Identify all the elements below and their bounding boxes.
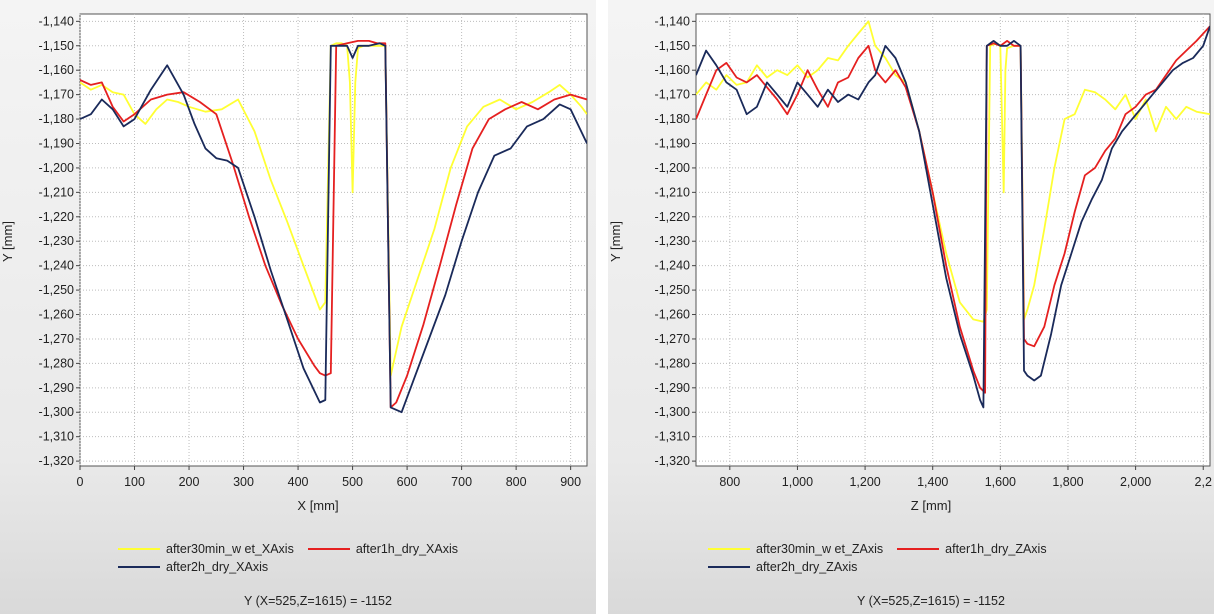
y-tick-label: -1,270 bbox=[655, 332, 690, 346]
legend-entry-navy: after2h_dry_XAxis bbox=[118, 560, 268, 574]
y-tick-label: -1,260 bbox=[39, 308, 74, 322]
y-tick-label: -1,230 bbox=[655, 234, 690, 248]
x-axis-title: Z [mm] bbox=[910, 498, 952, 513]
y-tick-label: -1,320 bbox=[655, 454, 690, 468]
y-tick-label: -1,300 bbox=[39, 405, 74, 419]
x-tick-label: 200 bbox=[179, 475, 200, 489]
y-tick-label: -1,200 bbox=[39, 161, 74, 175]
x-tick-label: 900 bbox=[560, 475, 581, 489]
x-tick-label: 1,600 bbox=[985, 475, 1016, 489]
x-tick-label: 700 bbox=[451, 475, 472, 489]
y-axis-title: Y [mm] bbox=[608, 221, 623, 262]
y-tick-label: -1,310 bbox=[655, 430, 690, 444]
x-tick-label: 1,800 bbox=[1052, 475, 1083, 489]
legend-entry-yellow: after30min_w et_XAxis bbox=[118, 542, 294, 556]
y-tick-label: -1,250 bbox=[655, 283, 690, 297]
legend-swatch bbox=[118, 566, 160, 568]
y-tick-label: -1,190 bbox=[655, 136, 690, 150]
x-tick-label: 0 bbox=[77, 475, 84, 489]
legend-label: after30min_w et_XAxis bbox=[166, 542, 294, 556]
x-tick-label: 1,400 bbox=[917, 475, 948, 489]
cursor-readout: Y (X=525,Z=1615) = -1152 bbox=[244, 594, 392, 608]
y-tick-label: -1,160 bbox=[39, 63, 74, 77]
y-tick-label: -1,240 bbox=[655, 259, 690, 273]
x-tick-label: 2,000 bbox=[1120, 475, 1151, 489]
y-tick-label: -1,140 bbox=[655, 14, 690, 28]
y-tick-label: -1,290 bbox=[39, 381, 74, 395]
y-tick-label: -1,170 bbox=[39, 88, 74, 102]
legend-entry-red: after1h_dry_XAxis bbox=[307, 542, 458, 556]
y-tick-label: -1,170 bbox=[655, 88, 690, 102]
series-line bbox=[80, 42, 587, 414]
x-tick-label: 400 bbox=[288, 475, 309, 489]
x-tick-label: 100 bbox=[124, 475, 145, 489]
x-tick-label: 1,000 bbox=[782, 475, 813, 489]
y-tick-label: -1,220 bbox=[655, 210, 690, 224]
x-tick-label: 600 bbox=[397, 475, 418, 489]
legend-entry-navy: after2h_dry_ZAxis bbox=[708, 560, 857, 574]
series-line bbox=[696, 25, 1210, 394]
x-tick-label: 1,200 bbox=[849, 475, 880, 489]
y-tick-label: -1,150 bbox=[39, 39, 74, 53]
y-tick-label: -1,180 bbox=[655, 112, 690, 126]
legend-label: after1h_dry_XAxis bbox=[355, 542, 458, 556]
legend-label: after2h_dry_ZAxis bbox=[756, 560, 858, 574]
y-tick-label: -1,320 bbox=[39, 454, 74, 468]
y-tick-label: -1,160 bbox=[655, 63, 690, 77]
chart-z-axis-plot: -1,140 -1,150 -1,160 -1,170 -1,180 -1,190 -1,2… bbox=[655, 13, 1212, 489]
y-tick-label: -1,290 bbox=[655, 381, 690, 395]
legend-label: after2h_dry_XAxis bbox=[166, 560, 269, 574]
legend-swatch bbox=[307, 548, 350, 550]
x-tick-label: 800 bbox=[506, 475, 527, 489]
y-axis-title: Y [mm] bbox=[0, 221, 15, 262]
legend-swatch bbox=[708, 566, 750, 568]
x-axis-title: X [mm] bbox=[297, 498, 339, 513]
y-tick-label: -1,270 bbox=[39, 332, 74, 346]
x-tick-label: 300 bbox=[233, 475, 254, 489]
x-tick-label: 2,2 bbox=[1195, 475, 1212, 489]
legend-label: after1h_dry_ZAxis bbox=[945, 542, 1047, 556]
cursor-readout: Y (X=525,Z=1615) = -1152 bbox=[857, 594, 1005, 608]
y-tick-label: -1,140 bbox=[39, 14, 74, 28]
chart-panel-z-axis: -1,140 -1,150 -1,160 -1,170 -1,180 -1,190 -1,2… bbox=[608, 0, 1214, 614]
legend-entry-red: after1h_dry_ZAxis bbox=[897, 542, 1047, 556]
series-line bbox=[696, 25, 1210, 409]
legend: after30min_w et_XAxis after1h_dry_XAxis … bbox=[118, 540, 472, 576]
chart-panel-x-axis: -1,140 -1,150 -1,160 -1,170 -1,180 -1,190 -1,2… bbox=[0, 0, 596, 614]
y-tick-label: -1,190 bbox=[39, 136, 74, 150]
legend-label: after30min_w et_ZAxis bbox=[756, 542, 884, 556]
legend-swatch bbox=[118, 548, 160, 550]
legend-swatch bbox=[708, 548, 750, 550]
series-line bbox=[80, 42, 587, 377]
y-tick-label: -1,240 bbox=[39, 259, 74, 273]
chart-x-axis-plot: -1,140 -1,150 -1,160 -1,170 -1,180 -1,190 -1,2… bbox=[39, 13, 588, 489]
y-tick-label: -1,300 bbox=[655, 405, 690, 419]
y-tick-label: -1,210 bbox=[39, 185, 74, 199]
legend-entry-yellow: after30min_w et_ZAxis bbox=[708, 542, 883, 556]
legend-swatch bbox=[897, 548, 940, 550]
y-tick-label: -1,280 bbox=[39, 356, 74, 370]
series-line bbox=[696, 20, 1210, 323]
y-tick-label: -1,150 bbox=[655, 39, 690, 53]
y-tick-label: -1,280 bbox=[655, 356, 690, 370]
y-tick-label: -1,310 bbox=[39, 430, 74, 444]
y-tick-label: -1,210 bbox=[655, 185, 690, 199]
x-tick-label: 800 bbox=[719, 475, 740, 489]
y-tick-label: -1,250 bbox=[39, 283, 74, 297]
panel-gutter bbox=[596, 0, 608, 614]
y-tick-label: -1,200 bbox=[655, 161, 690, 175]
x-tick-label: 500 bbox=[342, 475, 363, 489]
y-tick-label: -1,220 bbox=[39, 210, 74, 224]
y-tick-label: -1,230 bbox=[39, 234, 74, 248]
y-tick-label: -1,260 bbox=[655, 308, 690, 322]
y-tick-label: -1,180 bbox=[39, 112, 74, 126]
legend: after30min_w et_ZAxis after1h_dry_ZAxis … bbox=[708, 540, 1061, 576]
plot-area bbox=[695, 13, 1211, 467]
